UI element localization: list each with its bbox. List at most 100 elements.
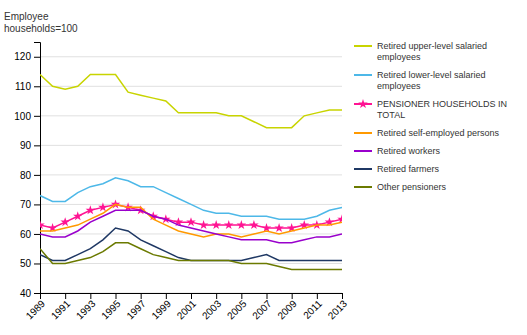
series-layer <box>40 74 342 269</box>
x-tick: 1991 <box>49 293 73 321</box>
x-tick: 2001 <box>175 293 199 321</box>
legend-label: PENSIONER HOUSEHOLDS INTOTAL <box>377 99 507 120</box>
series <box>40 243 342 270</box>
y-tick-label: 90 <box>20 140 32 151</box>
x-tick-label: 2001 <box>175 298 199 322</box>
x-tick: 2005 <box>225 293 249 321</box>
grid-line <box>40 174 342 175</box>
legend-item: Other pensioners <box>354 182 447 192</box>
x-tick-label: 1995 <box>99 298 123 322</box>
legend-swatch <box>354 74 372 76</box>
y-tick-mark <box>34 204 40 205</box>
legend-swatch <box>354 150 372 152</box>
y-tick: 40 <box>20 288 40 299</box>
marker <box>40 220 45 229</box>
legend-label-line: PENSIONER HOUSEHOLDS IN <box>377 99 507 109</box>
series <box>40 199 342 232</box>
x-axis: 1989199119931995199719992001200320052007… <box>24 293 350 321</box>
line <box>40 243 342 270</box>
x-tick-label: 1999 <box>149 298 173 322</box>
x-tick: 2003 <box>200 293 224 321</box>
y-axis-label: Employeehouseholds=100 <box>4 11 78 34</box>
y-tick-label: 120 <box>14 51 31 62</box>
x-axis-line <box>41 294 343 300</box>
marker <box>199 220 209 229</box>
x-tick: 1993 <box>74 293 98 321</box>
x-tick-mark <box>65 293 66 299</box>
x-tick-label: 1989 <box>24 298 48 322</box>
y-tick-label: 110 <box>15 81 31 92</box>
line <box>40 204 342 236</box>
grid <box>40 57 342 293</box>
legend-swatch <box>354 132 372 134</box>
x-tick-mark <box>90 293 91 299</box>
marker <box>60 217 70 226</box>
marker <box>211 220 221 229</box>
x-tick: 2007 <box>250 293 274 321</box>
plot-area: 1989199119931995199719992001200320052007… <box>14 43 349 322</box>
legend-label-line: Retired workers <box>377 146 441 156</box>
y-tick-mark <box>34 234 40 235</box>
legend-swatch <box>354 168 372 170</box>
x-tick-label: 1993 <box>74 298 98 322</box>
line <box>40 204 342 228</box>
x-tick: 2011 <box>301 293 324 321</box>
y-tick-label: 70 <box>20 199 32 210</box>
grid-line <box>40 56 342 57</box>
legend-item: Retired lower-level salariedemployees <box>354 70 486 91</box>
y-axis-label-line: households=100 <box>4 23 78 34</box>
y-tick-mark <box>34 263 40 264</box>
legend-label-line: Retired self-employed persons <box>377 128 500 138</box>
y-tick-label: 80 <box>20 170 32 181</box>
legend-item: PENSIONER HOUSEHOLDS INTOTAL <box>354 99 507 120</box>
y-axis: 40 50 60 70 80 90 100 110 120 <box>14 43 40 299</box>
x-tick: 1995 <box>99 293 123 321</box>
x-tick-label: 2013 <box>326 298 350 322</box>
line <box>40 74 342 127</box>
grid-line <box>40 145 342 146</box>
series <box>40 210 342 242</box>
legend-label-line: Other pensioners <box>377 182 447 192</box>
marker <box>224 220 234 229</box>
y-tick-mark <box>34 86 40 87</box>
x-tick-mark <box>141 293 142 299</box>
x-tick: 2009 <box>275 293 299 321</box>
x-tick: 2013 <box>326 293 350 321</box>
y-tick: 50 <box>20 258 40 269</box>
x-tick-mark <box>317 293 318 299</box>
x-tick-label: 2005 <box>225 298 249 322</box>
chart: 1989199119931995199719992001200320052007… <box>0 0 527 335</box>
legend-label: Other pensioners <box>377 182 447 192</box>
x-tick-mark <box>191 293 192 299</box>
legend-item: Retired workers <box>354 146 441 156</box>
legend-item: Retired self-employed persons <box>354 128 500 138</box>
legend-swatch <box>354 45 372 47</box>
grid-line <box>40 86 342 87</box>
legend-label-line: employees <box>377 52 421 62</box>
legend-item: Retired upper-level salariedemployees <box>354 41 487 62</box>
y-tick: 110 <box>15 81 40 92</box>
x-tick-mark <box>241 293 242 299</box>
x-tick-label: 2009 <box>275 298 299 322</box>
series <box>40 228 342 260</box>
y-tick-mark <box>34 293 40 294</box>
legend-label: Retired lower-level salariedemployees <box>377 70 486 91</box>
legend-label-line: TOTAL <box>377 110 405 120</box>
x-tick: 1997 <box>124 293 148 321</box>
y-tick-label: 50 <box>20 258 32 269</box>
x-tick-mark <box>166 293 167 299</box>
legend-label: Retired farmers <box>377 164 440 174</box>
legend-label: Retired workers <box>377 146 441 156</box>
x-tick-mark <box>342 293 343 299</box>
x-tick: 1999 <box>149 293 173 321</box>
grid-line <box>40 115 342 116</box>
y-tick-mark <box>34 57 40 58</box>
y-axis-line <box>34 43 41 294</box>
y-tick: 100 <box>14 111 40 122</box>
series <box>40 74 342 127</box>
y-tick-mark <box>34 175 40 176</box>
legend-marker <box>358 99 368 108</box>
y-tick-label: 60 <box>20 229 32 240</box>
y-tick-mark <box>34 145 40 146</box>
marker <box>86 205 96 214</box>
